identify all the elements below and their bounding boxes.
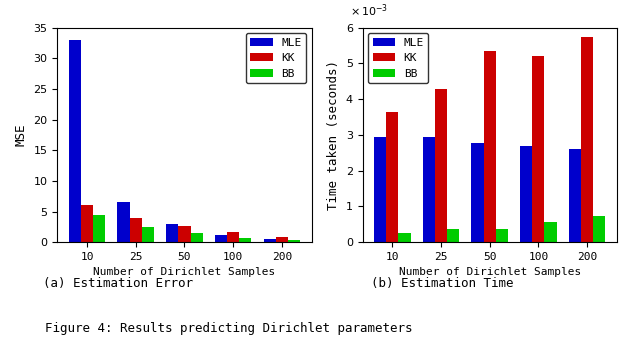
Text: $\times\,10^{-3}$: $\times\,10^{-3}$ [350, 2, 388, 19]
Bar [263, 239, 276, 242]
Bar [544, 222, 556, 242]
Bar [215, 236, 227, 242]
Bar [239, 238, 251, 242]
Bar [386, 112, 398, 242]
Bar [423, 137, 435, 242]
Text: (a) Estimation Error: (a) Estimation Error [43, 277, 193, 290]
Bar [471, 143, 483, 242]
Bar [532, 56, 544, 242]
Bar [142, 227, 154, 242]
Bar [118, 202, 130, 242]
Bar [166, 225, 178, 242]
Bar [191, 233, 203, 242]
Bar [81, 205, 93, 242]
Bar [483, 51, 496, 242]
Bar [69, 40, 81, 242]
Legend: MLE, KK, BB: MLE, KK, BB [368, 33, 428, 83]
Bar [130, 218, 142, 242]
Bar [593, 217, 605, 242]
X-axis label: Number of Dirichlet Samples: Number of Dirichlet Samples [399, 267, 581, 277]
Legend: MLE, KK, BB: MLE, KK, BB [246, 33, 306, 83]
Bar [93, 215, 106, 242]
Bar [288, 240, 300, 242]
Y-axis label: Time taken (seconds): Time taken (seconds) [327, 60, 340, 210]
X-axis label: Number of Dirichlet Samples: Number of Dirichlet Samples [93, 267, 275, 277]
Y-axis label: MSE: MSE [15, 124, 28, 146]
Bar [435, 89, 447, 242]
Bar [496, 229, 508, 242]
Bar [581, 37, 593, 242]
Bar [178, 226, 191, 242]
Bar [374, 137, 386, 242]
Bar [520, 146, 532, 242]
Text: Figure 4: Results predicting Dirichlet parameters: Figure 4: Results predicting Dirichlet p… [45, 322, 412, 335]
Bar [227, 233, 239, 242]
Bar [569, 149, 581, 242]
Bar [447, 229, 459, 242]
Bar [276, 237, 288, 242]
Text: (b) Estimation Time: (b) Estimation Time [371, 277, 513, 290]
Bar [398, 233, 411, 242]
